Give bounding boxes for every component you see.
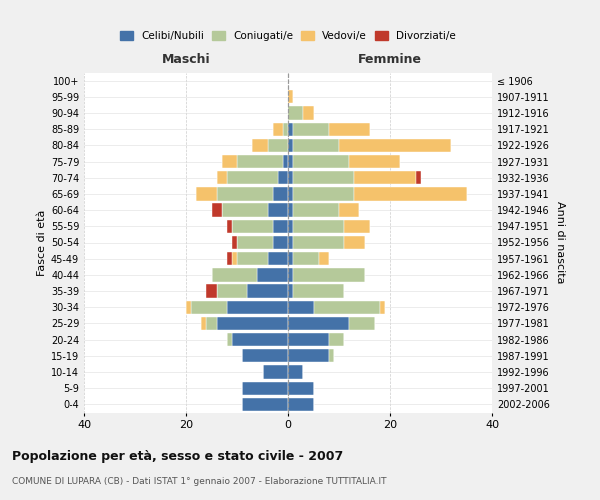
Bar [278, 171, 288, 184]
Bar [339, 204, 359, 217]
Bar [288, 155, 293, 168]
Bar [288, 333, 329, 346]
Bar [273, 236, 288, 249]
Bar [242, 398, 288, 411]
Bar [288, 398, 314, 411]
Bar [349, 155, 400, 168]
Bar [288, 382, 314, 395]
Text: Maschi: Maschi [161, 52, 211, 66]
Y-axis label: Anni di nascita: Anni di nascita [555, 201, 565, 283]
Bar [222, 155, 237, 168]
Bar [293, 188, 355, 200]
Bar [227, 220, 232, 233]
Bar [355, 188, 467, 200]
Bar [268, 138, 288, 152]
Bar [288, 122, 293, 136]
Bar [227, 252, 232, 266]
Bar [227, 300, 288, 314]
Bar [253, 138, 268, 152]
Bar [329, 122, 370, 136]
Bar [288, 236, 293, 249]
Y-axis label: Fasce di età: Fasce di età [37, 210, 47, 276]
Bar [288, 300, 314, 314]
Bar [288, 366, 304, 378]
Bar [293, 155, 349, 168]
Bar [268, 252, 288, 266]
Bar [196, 188, 217, 200]
Bar [329, 349, 334, 362]
Bar [217, 171, 227, 184]
Bar [344, 236, 365, 249]
Bar [206, 317, 217, 330]
Bar [293, 252, 319, 266]
Bar [329, 333, 344, 346]
Bar [293, 236, 344, 249]
Bar [288, 188, 293, 200]
Bar [380, 300, 385, 314]
Bar [232, 252, 237, 266]
Bar [232, 220, 273, 233]
Bar [217, 317, 288, 330]
Bar [293, 268, 365, 281]
Bar [339, 138, 451, 152]
Bar [293, 204, 339, 217]
Bar [227, 171, 278, 184]
Bar [212, 268, 257, 281]
Bar [288, 204, 293, 217]
Bar [355, 171, 416, 184]
Bar [344, 220, 370, 233]
Bar [293, 138, 339, 152]
Bar [206, 284, 217, 298]
Bar [288, 171, 293, 184]
Bar [273, 122, 283, 136]
Bar [293, 284, 344, 298]
Bar [288, 317, 349, 330]
Legend: Celibi/Nubili, Coniugati/e, Vedovi/e, Divorziati/e: Celibi/Nubili, Coniugati/e, Vedovi/e, Di… [116, 26, 460, 46]
Bar [288, 220, 293, 233]
Bar [273, 188, 288, 200]
Bar [222, 204, 268, 217]
Bar [314, 300, 380, 314]
Bar [237, 236, 273, 249]
Bar [242, 382, 288, 395]
Bar [237, 155, 283, 168]
Bar [268, 204, 288, 217]
Bar [217, 188, 273, 200]
Bar [191, 300, 227, 314]
Bar [288, 268, 293, 281]
Bar [232, 236, 237, 249]
Text: Popolazione per età, sesso e stato civile - 2007: Popolazione per età, sesso e stato civil… [12, 450, 343, 463]
Text: COMUNE DI LUPARA (CB) - Dati ISTAT 1° gennaio 2007 - Elaborazione TUTTITALIA.IT: COMUNE DI LUPARA (CB) - Dati ISTAT 1° ge… [12, 478, 386, 486]
Bar [416, 171, 421, 184]
Bar [288, 90, 293, 104]
Bar [242, 349, 288, 362]
Bar [288, 252, 293, 266]
Bar [288, 284, 293, 298]
Bar [293, 220, 344, 233]
Bar [257, 268, 288, 281]
Bar [293, 122, 329, 136]
Bar [237, 252, 268, 266]
Bar [263, 366, 288, 378]
Bar [202, 317, 206, 330]
Bar [232, 333, 288, 346]
Bar [217, 284, 247, 298]
Bar [186, 300, 191, 314]
Bar [283, 155, 288, 168]
Bar [304, 106, 314, 120]
Bar [212, 204, 222, 217]
Bar [288, 138, 293, 152]
Bar [349, 317, 375, 330]
Bar [273, 220, 288, 233]
Bar [293, 171, 355, 184]
Bar [319, 252, 329, 266]
Text: Femmine: Femmine [358, 52, 422, 66]
Bar [283, 122, 288, 136]
Bar [227, 333, 232, 346]
Bar [247, 284, 288, 298]
Bar [288, 106, 304, 120]
Bar [288, 349, 329, 362]
